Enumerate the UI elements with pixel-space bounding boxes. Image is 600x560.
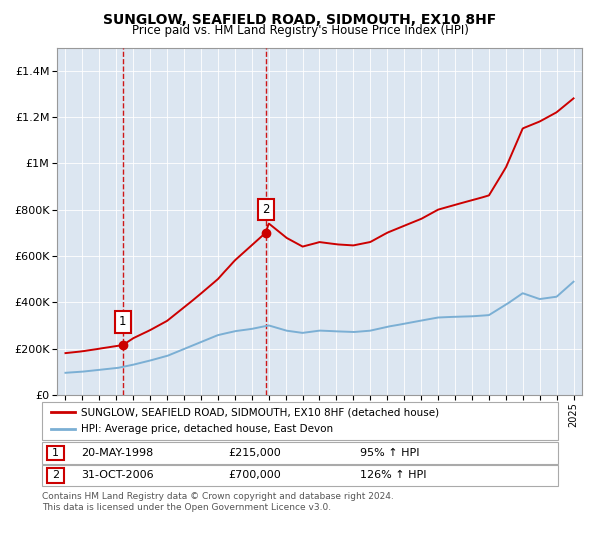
Text: £215,000: £215,000: [228, 448, 281, 458]
Text: Contains HM Land Registry data © Crown copyright and database right 2024.
This d: Contains HM Land Registry data © Crown c…: [42, 492, 394, 512]
Text: 20-MAY-1998: 20-MAY-1998: [81, 448, 153, 458]
Text: 126% ↑ HPI: 126% ↑ HPI: [360, 470, 427, 480]
Text: 2: 2: [52, 470, 59, 480]
Text: SUNGLOW, SEAFIELD ROAD, SIDMOUTH, EX10 8HF (detached house): SUNGLOW, SEAFIELD ROAD, SIDMOUTH, EX10 8…: [81, 407, 439, 417]
Text: 31-OCT-2006: 31-OCT-2006: [81, 470, 154, 480]
Text: HPI: Average price, detached house, East Devon: HPI: Average price, detached house, East…: [81, 424, 333, 434]
Text: 1: 1: [52, 448, 59, 458]
Text: SUNGLOW, SEAFIELD ROAD, SIDMOUTH, EX10 8HF: SUNGLOW, SEAFIELD ROAD, SIDMOUTH, EX10 8…: [103, 13, 497, 27]
Text: Price paid vs. HM Land Registry's House Price Index (HPI): Price paid vs. HM Land Registry's House …: [131, 24, 469, 37]
Text: 1: 1: [119, 315, 127, 328]
Text: 95% ↑ HPI: 95% ↑ HPI: [360, 448, 419, 458]
Text: 2: 2: [262, 203, 269, 216]
Text: £700,000: £700,000: [228, 470, 281, 480]
